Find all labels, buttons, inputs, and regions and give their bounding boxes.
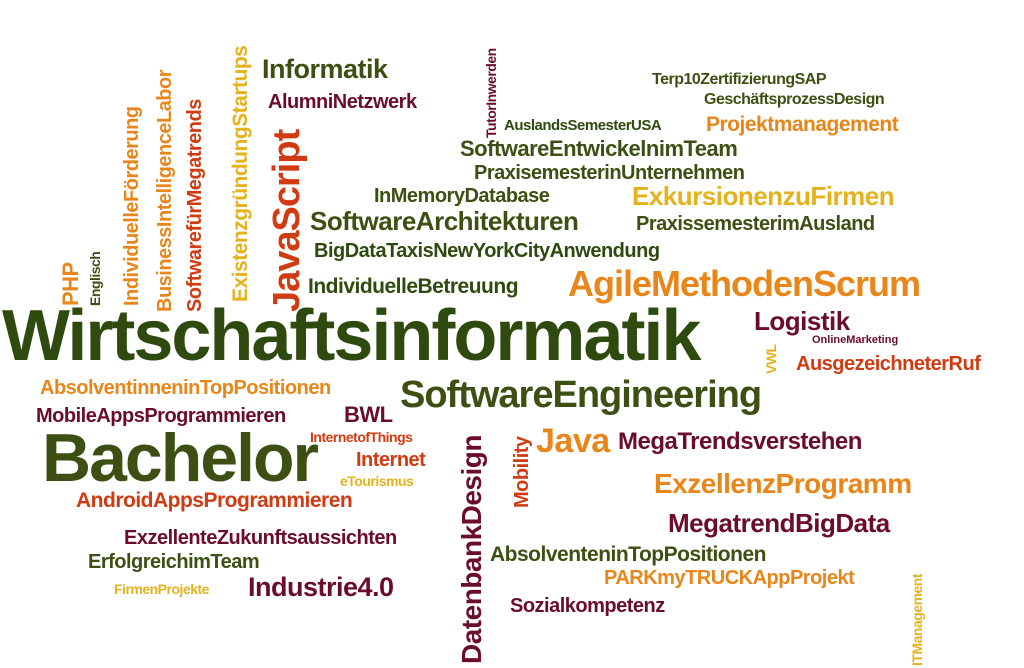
- word-mobile-apps: MobileAppsProgrammieren: [36, 405, 286, 427]
- word-absolventinnen-top: AbsolventinneninTopPositionen: [40, 377, 331, 399]
- word-tutor-werden: TutorInwerden: [483, 48, 499, 138]
- word-software-team: SoftwareEntwickelnimTeam: [460, 136, 738, 161]
- word-software-megatrends: SoftwarefürMegatrends: [184, 99, 206, 312]
- word-internet-of-things: InternetofThings: [310, 429, 413, 445]
- word-android-apps: AndroidAppsProgrammieren: [76, 489, 353, 512]
- word-php: PHP: [58, 262, 83, 306]
- word-praxissemester-ausland: PraxissemesterimAusland: [636, 213, 875, 235]
- word-firmen-projekte: FirmenProjekte: [114, 581, 209, 597]
- word-online-marketing: OnlineMarketing: [812, 334, 899, 346]
- word-vwl: VWL: [763, 344, 779, 374]
- word-software-architekturen: SoftwareArchitekturen: [310, 206, 579, 236]
- word-individuelle-betreuung: IndividuelleBetreuung: [308, 275, 519, 298]
- word-mega-trends: MegaTrendsverstehen: [618, 428, 862, 455]
- word-big-data-taxis: BigDataTaxisNewYorkCityAnwendung: [314, 240, 660, 262]
- word-ausgezeichneter-ruf: AusgezeichneterRuf: [796, 353, 981, 375]
- word-auslandssemester-usa: AuslandsSemesterUSA: [504, 117, 662, 134]
- word-bwl: BWL: [344, 402, 393, 427]
- word-software-engineering: SoftwareEngineering: [400, 374, 762, 416]
- word-etourismus: eTourismus: [340, 473, 414, 489]
- word-wirtschaftsinformatik: Wirtschaftsinformatik: [2, 296, 701, 376]
- word-existenzgruendung: ExistenzgründungStartups: [229, 45, 252, 302]
- word-internet: Internet: [356, 449, 426, 471]
- word-exzellenz-programm: ExzellenzProgramm: [654, 468, 912, 499]
- word-megatrend-big-data: MegatrendBigData: [668, 508, 890, 538]
- word-terp10: Terp10ZertifizierungSAP: [652, 71, 827, 88]
- word-park-my-truck: PARKmyTRUCKAppProjekt: [604, 567, 855, 589]
- word-bachelor: Bachelor: [42, 420, 319, 496]
- word-javascript: JavaScript: [266, 129, 308, 312]
- word-erfolgreich-team: ErfolgreichimTeam: [88, 551, 260, 573]
- word-java: Java: [536, 422, 610, 460]
- word-mobility: Mobility: [511, 436, 533, 508]
- word-absolventen-top: AbsolventeninTopPositionen: [490, 543, 766, 566]
- word-in-memory-database: InMemoryDatabase: [374, 185, 550, 207]
- word-informatik: Informatik: [262, 54, 388, 84]
- word-business-intelligence: BusinessIntelligenceLabor: [154, 69, 176, 312]
- word-praxisemester-unternehmen: PraxisemesterinUnternehmen: [474, 162, 745, 184]
- word-industrie40: Industrie4.0: [248, 572, 394, 602]
- word-geschaeftsprozess-design: GeschäftsprozessDesign: [704, 91, 885, 108]
- word-projektmanagement: Projektmanagement: [706, 113, 899, 136]
- word-sozialkompetenz: Sozialkompetenz: [510, 595, 665, 617]
- word-englisch: Englisch: [87, 251, 103, 306]
- word-agile-methoden-scrum: AgileMethodenScrum: [568, 263, 921, 304]
- word-individuelle-foerderung: IndividuelleFörderung: [121, 106, 143, 306]
- word-logistik: Logistik: [754, 306, 850, 336]
- word-datenbank-design: DatenbankDesign: [456, 435, 487, 664]
- word-it-management: ITManagement: [909, 573, 925, 666]
- word-exkursionen: ExkursionenzuFirmen: [632, 181, 895, 211]
- word-zukunftsaussichten: ExzellenteZukunftsaussichten: [124, 527, 397, 549]
- word-alumni-netzwerk: AlumniNetzwerk: [268, 91, 417, 113]
